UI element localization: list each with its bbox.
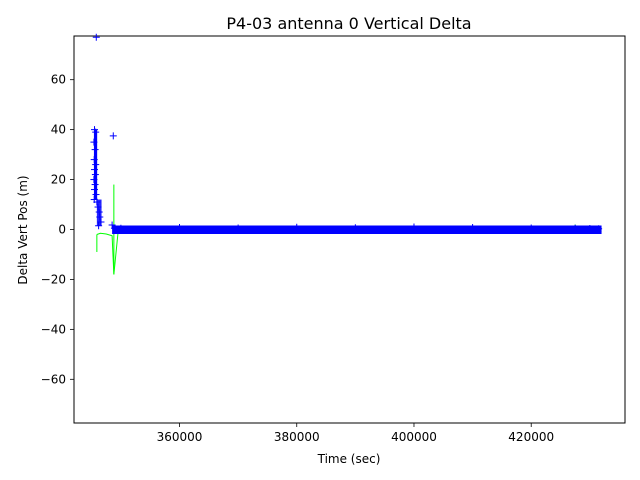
data-point bbox=[117, 224, 125, 232]
y-tick-label: 40 bbox=[51, 123, 66, 137]
data-point bbox=[234, 224, 242, 232]
y-axis: −60 −40 −20 0 20 40 60 bbox=[41, 73, 74, 386]
x-tick-label: 400000 bbox=[391, 430, 437, 444]
early-point-cluster bbox=[93, 129, 98, 200]
y-axis-label: Delta Vert Pos (m) bbox=[16, 175, 30, 284]
plot-area bbox=[73, 33, 626, 424]
y-tick-label: 60 bbox=[51, 73, 66, 87]
dense-point-band bbox=[112, 225, 602, 234]
data-point bbox=[527, 224, 535, 232]
y-tick-label: −20 bbox=[41, 272, 66, 286]
x-axis-label: Time (sec) bbox=[317, 452, 381, 466]
x-axis: 360000 380000 400000 420000 bbox=[157, 423, 554, 444]
series-layer bbox=[90, 33, 603, 275]
data-point bbox=[109, 132, 117, 140]
y-tick-label: −40 bbox=[41, 322, 66, 336]
x-tick-label: 420000 bbox=[508, 430, 554, 444]
data-point bbox=[92, 33, 100, 41]
x-tick-label: 360000 bbox=[157, 430, 203, 444]
data-point bbox=[410, 223, 418, 231]
data-point bbox=[293, 223, 301, 231]
early-point-tail bbox=[96, 199, 102, 226]
y-tick-label: 0 bbox=[58, 223, 66, 237]
data-point bbox=[351, 224, 359, 232]
data-point bbox=[469, 224, 477, 232]
y-tick-label: −60 bbox=[41, 372, 66, 386]
data-point bbox=[595, 225, 603, 233]
data-point bbox=[110, 224, 118, 232]
data-point bbox=[571, 224, 579, 232]
y-tick-label: 20 bbox=[51, 173, 66, 187]
data-point bbox=[586, 225, 594, 233]
chart-title: P4-03 antenna 0 Vertical Delta bbox=[226, 14, 471, 33]
x-tick-label: 380000 bbox=[274, 430, 320, 444]
data-point bbox=[176, 224, 184, 232]
